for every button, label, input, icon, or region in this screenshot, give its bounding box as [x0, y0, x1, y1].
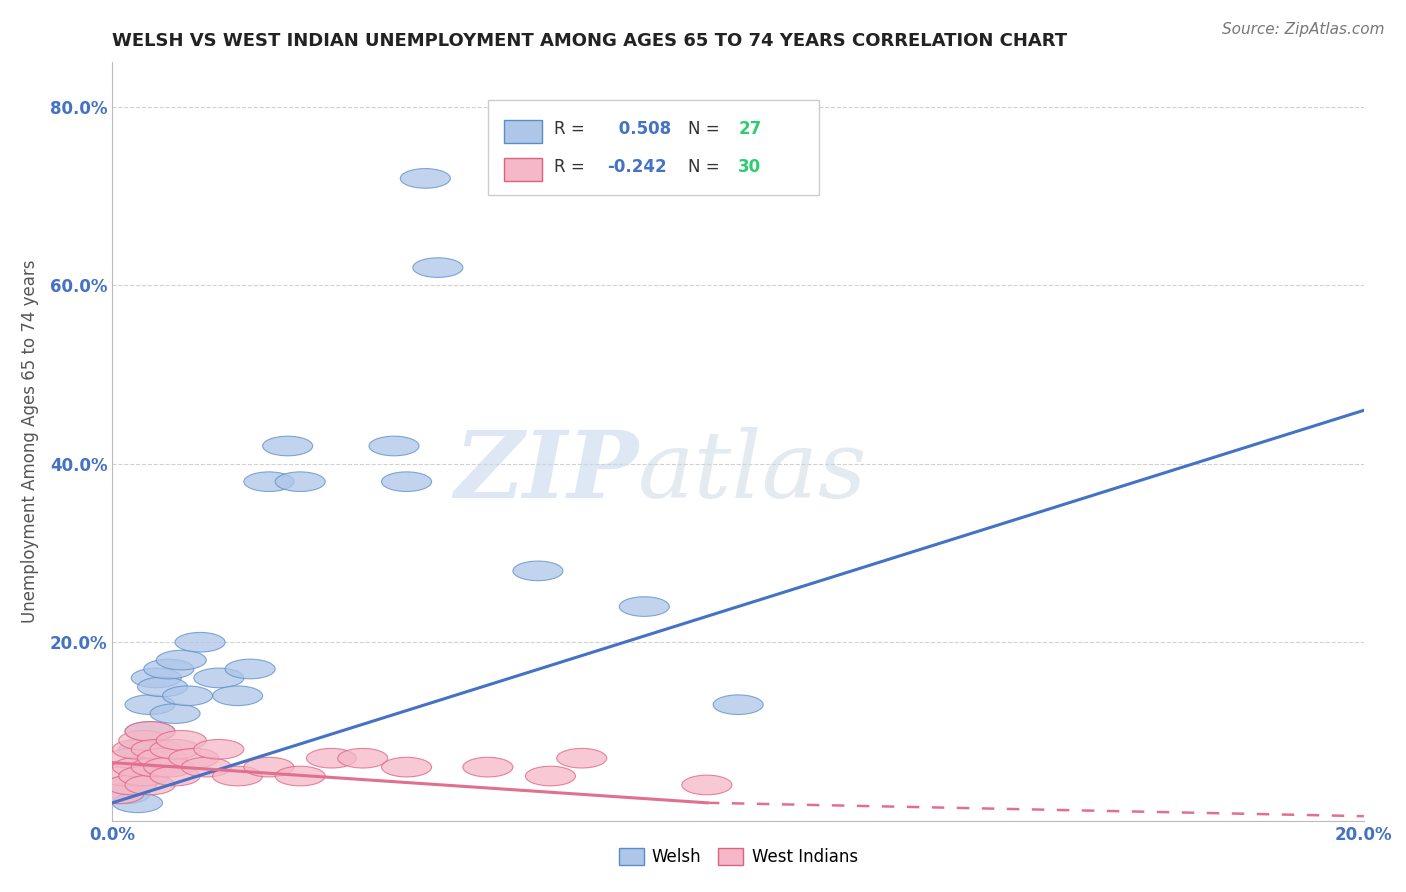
FancyBboxPatch shape	[488, 101, 820, 195]
Ellipse shape	[225, 659, 276, 679]
Ellipse shape	[194, 668, 243, 688]
FancyBboxPatch shape	[505, 158, 541, 181]
Ellipse shape	[150, 704, 200, 723]
Ellipse shape	[368, 436, 419, 456]
Ellipse shape	[143, 659, 194, 679]
Text: R =: R =	[554, 158, 591, 176]
Ellipse shape	[263, 436, 312, 456]
Text: atlas: atlas	[638, 427, 868, 516]
Text: -0.242: -0.242	[607, 158, 666, 176]
Ellipse shape	[381, 757, 432, 777]
Ellipse shape	[150, 739, 200, 759]
Ellipse shape	[125, 722, 174, 741]
Ellipse shape	[174, 632, 225, 652]
Ellipse shape	[156, 650, 207, 670]
Ellipse shape	[131, 668, 181, 688]
Ellipse shape	[112, 757, 163, 777]
Ellipse shape	[118, 731, 169, 750]
Ellipse shape	[100, 784, 150, 804]
Ellipse shape	[118, 739, 169, 759]
Text: 30: 30	[738, 158, 761, 176]
Ellipse shape	[212, 766, 263, 786]
Text: Source: ZipAtlas.com: Source: ZipAtlas.com	[1222, 22, 1385, 37]
Ellipse shape	[131, 757, 181, 777]
Ellipse shape	[118, 766, 169, 786]
Y-axis label: Unemployment Among Ages 65 to 74 years: Unemployment Among Ages 65 to 74 years	[21, 260, 39, 624]
Ellipse shape	[143, 757, 194, 777]
Ellipse shape	[337, 748, 388, 768]
Ellipse shape	[619, 597, 669, 616]
Ellipse shape	[125, 722, 174, 741]
Ellipse shape	[150, 766, 200, 786]
Ellipse shape	[94, 784, 143, 804]
Ellipse shape	[276, 766, 325, 786]
Ellipse shape	[156, 731, 207, 750]
Ellipse shape	[194, 739, 243, 759]
Text: N =: N =	[688, 158, 725, 176]
Ellipse shape	[100, 766, 150, 786]
Ellipse shape	[212, 686, 263, 706]
Ellipse shape	[163, 686, 212, 706]
Ellipse shape	[526, 766, 575, 786]
Text: WELSH VS WEST INDIAN UNEMPLOYMENT AMONG AGES 65 TO 74 YEARS CORRELATION CHART: WELSH VS WEST INDIAN UNEMPLOYMENT AMONG …	[112, 32, 1067, 50]
Ellipse shape	[107, 748, 156, 768]
Ellipse shape	[125, 775, 174, 795]
Ellipse shape	[125, 695, 174, 714]
Ellipse shape	[381, 472, 432, 491]
Text: 27: 27	[738, 120, 762, 138]
Legend: Welsh, West Indians: Welsh, West Indians	[612, 841, 865, 873]
Ellipse shape	[169, 748, 219, 768]
Ellipse shape	[413, 258, 463, 277]
FancyBboxPatch shape	[505, 120, 541, 143]
Ellipse shape	[513, 561, 562, 581]
Ellipse shape	[307, 748, 357, 768]
Ellipse shape	[118, 766, 169, 786]
Text: ZIP: ZIP	[454, 427, 638, 516]
Ellipse shape	[107, 775, 156, 795]
Ellipse shape	[131, 739, 181, 759]
Text: N =: N =	[688, 120, 725, 138]
Text: 0.508: 0.508	[613, 120, 671, 138]
Ellipse shape	[138, 677, 187, 697]
Text: R =: R =	[554, 120, 591, 138]
Ellipse shape	[107, 775, 156, 795]
Ellipse shape	[713, 695, 763, 714]
Ellipse shape	[682, 775, 733, 795]
Ellipse shape	[401, 169, 450, 188]
Ellipse shape	[463, 757, 513, 777]
Ellipse shape	[138, 748, 187, 768]
Ellipse shape	[243, 757, 294, 777]
Ellipse shape	[112, 739, 163, 759]
Ellipse shape	[243, 472, 294, 491]
Ellipse shape	[181, 757, 232, 777]
Ellipse shape	[276, 472, 325, 491]
Ellipse shape	[112, 793, 163, 813]
Ellipse shape	[557, 748, 607, 768]
